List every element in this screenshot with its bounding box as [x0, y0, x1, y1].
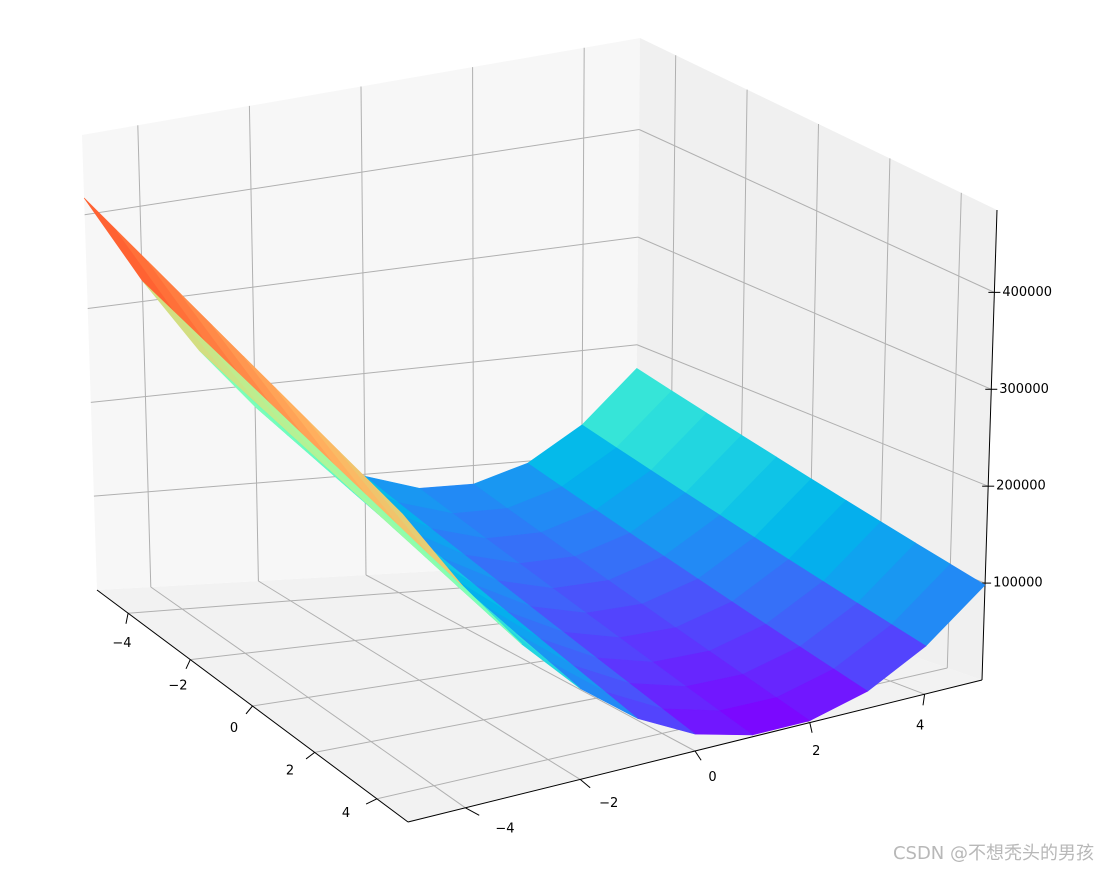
z-axis [981, 209, 998, 681]
x-tick [922, 694, 926, 706]
x-tick [579, 779, 591, 789]
z-tick-label: 400000 [1002, 285, 1052, 300]
x-tick [809, 722, 813, 733]
grid-line [84, 128, 640, 216]
y-tick-label: −4 [112, 636, 131, 651]
y-tick [125, 613, 129, 624]
surface-patch [370, 482, 463, 587]
x-tick-label: −4 [495, 822, 514, 837]
y-tick [185, 659, 191, 670]
z-tick-label: 100000 [993, 576, 1043, 591]
grid-line [636, 344, 989, 487]
y-tick-label: 0 [230, 721, 238, 736]
x-tick-label: −2 [599, 796, 618, 811]
back-left-pane [82, 38, 640, 590]
grid-line [638, 129, 995, 293]
y-tick [305, 752, 316, 760]
x-tick [694, 750, 702, 761]
watermark: CSDN @不想秃头的男孩 [893, 843, 1094, 864]
y-tick-label: 4 [342, 806, 350, 821]
x-tick-label: 4 [916, 718, 924, 733]
x-tick [465, 807, 480, 816]
y-tick-label: −2 [168, 678, 187, 693]
grid-line [90, 344, 638, 403]
grid-line [637, 236, 992, 390]
x-tick-label: 2 [812, 744, 820, 759]
z-tick-label: 200000 [996, 479, 1046, 494]
grid-line [137, 125, 152, 588]
z-tick-label: 300000 [999, 382, 1049, 397]
y-tick [245, 705, 253, 715]
x-tick-label: 0 [708, 770, 716, 785]
grid-line [248, 105, 259, 582]
y-tick-label: 2 [286, 764, 294, 779]
y-tick [365, 798, 378, 805]
